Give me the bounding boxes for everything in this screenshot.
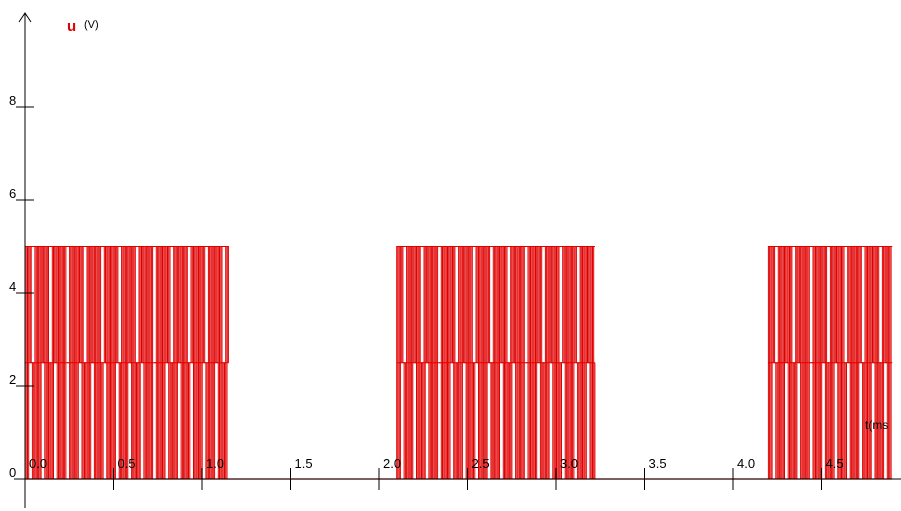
x-tick-label: 2.5 xyxy=(472,456,490,471)
signal-layer xyxy=(24,246,893,480)
y-axis-arrow-icon xyxy=(18,12,32,23)
y-tick-label: 0 xyxy=(9,465,16,480)
x-tick-label: 2.0 xyxy=(383,456,401,471)
y-axis-label: u xyxy=(67,18,76,35)
axes-layer xyxy=(14,12,901,508)
x-axis-label: t(ms xyxy=(865,418,888,432)
y-tick-label: 2 xyxy=(9,372,16,387)
x-tick-label: 0.0 xyxy=(29,456,47,471)
x-tick-label: 3.5 xyxy=(649,456,667,471)
x-tick-label: 1.5 xyxy=(295,456,313,471)
x-tick-label: 0.5 xyxy=(118,456,136,471)
ticks-layer: 0.0 0.5 1.0 1.5 2.0 2.5 3.0 3.5 4.0 4.5 0 2 4 6 8 xyxy=(9,93,844,490)
y-axis-unit: (V) xyxy=(84,19,99,31)
y-tick-label: 8 xyxy=(9,93,16,108)
x-tick-label: 1.0 xyxy=(206,456,224,471)
x-tick-label: 3.0 xyxy=(560,456,578,471)
y-tick-label: 4 xyxy=(9,279,16,294)
x-tick-label: 4.0 xyxy=(737,456,755,471)
y-tick-label: 6 xyxy=(9,186,16,201)
x-tick-label: 4.5 xyxy=(826,456,844,471)
